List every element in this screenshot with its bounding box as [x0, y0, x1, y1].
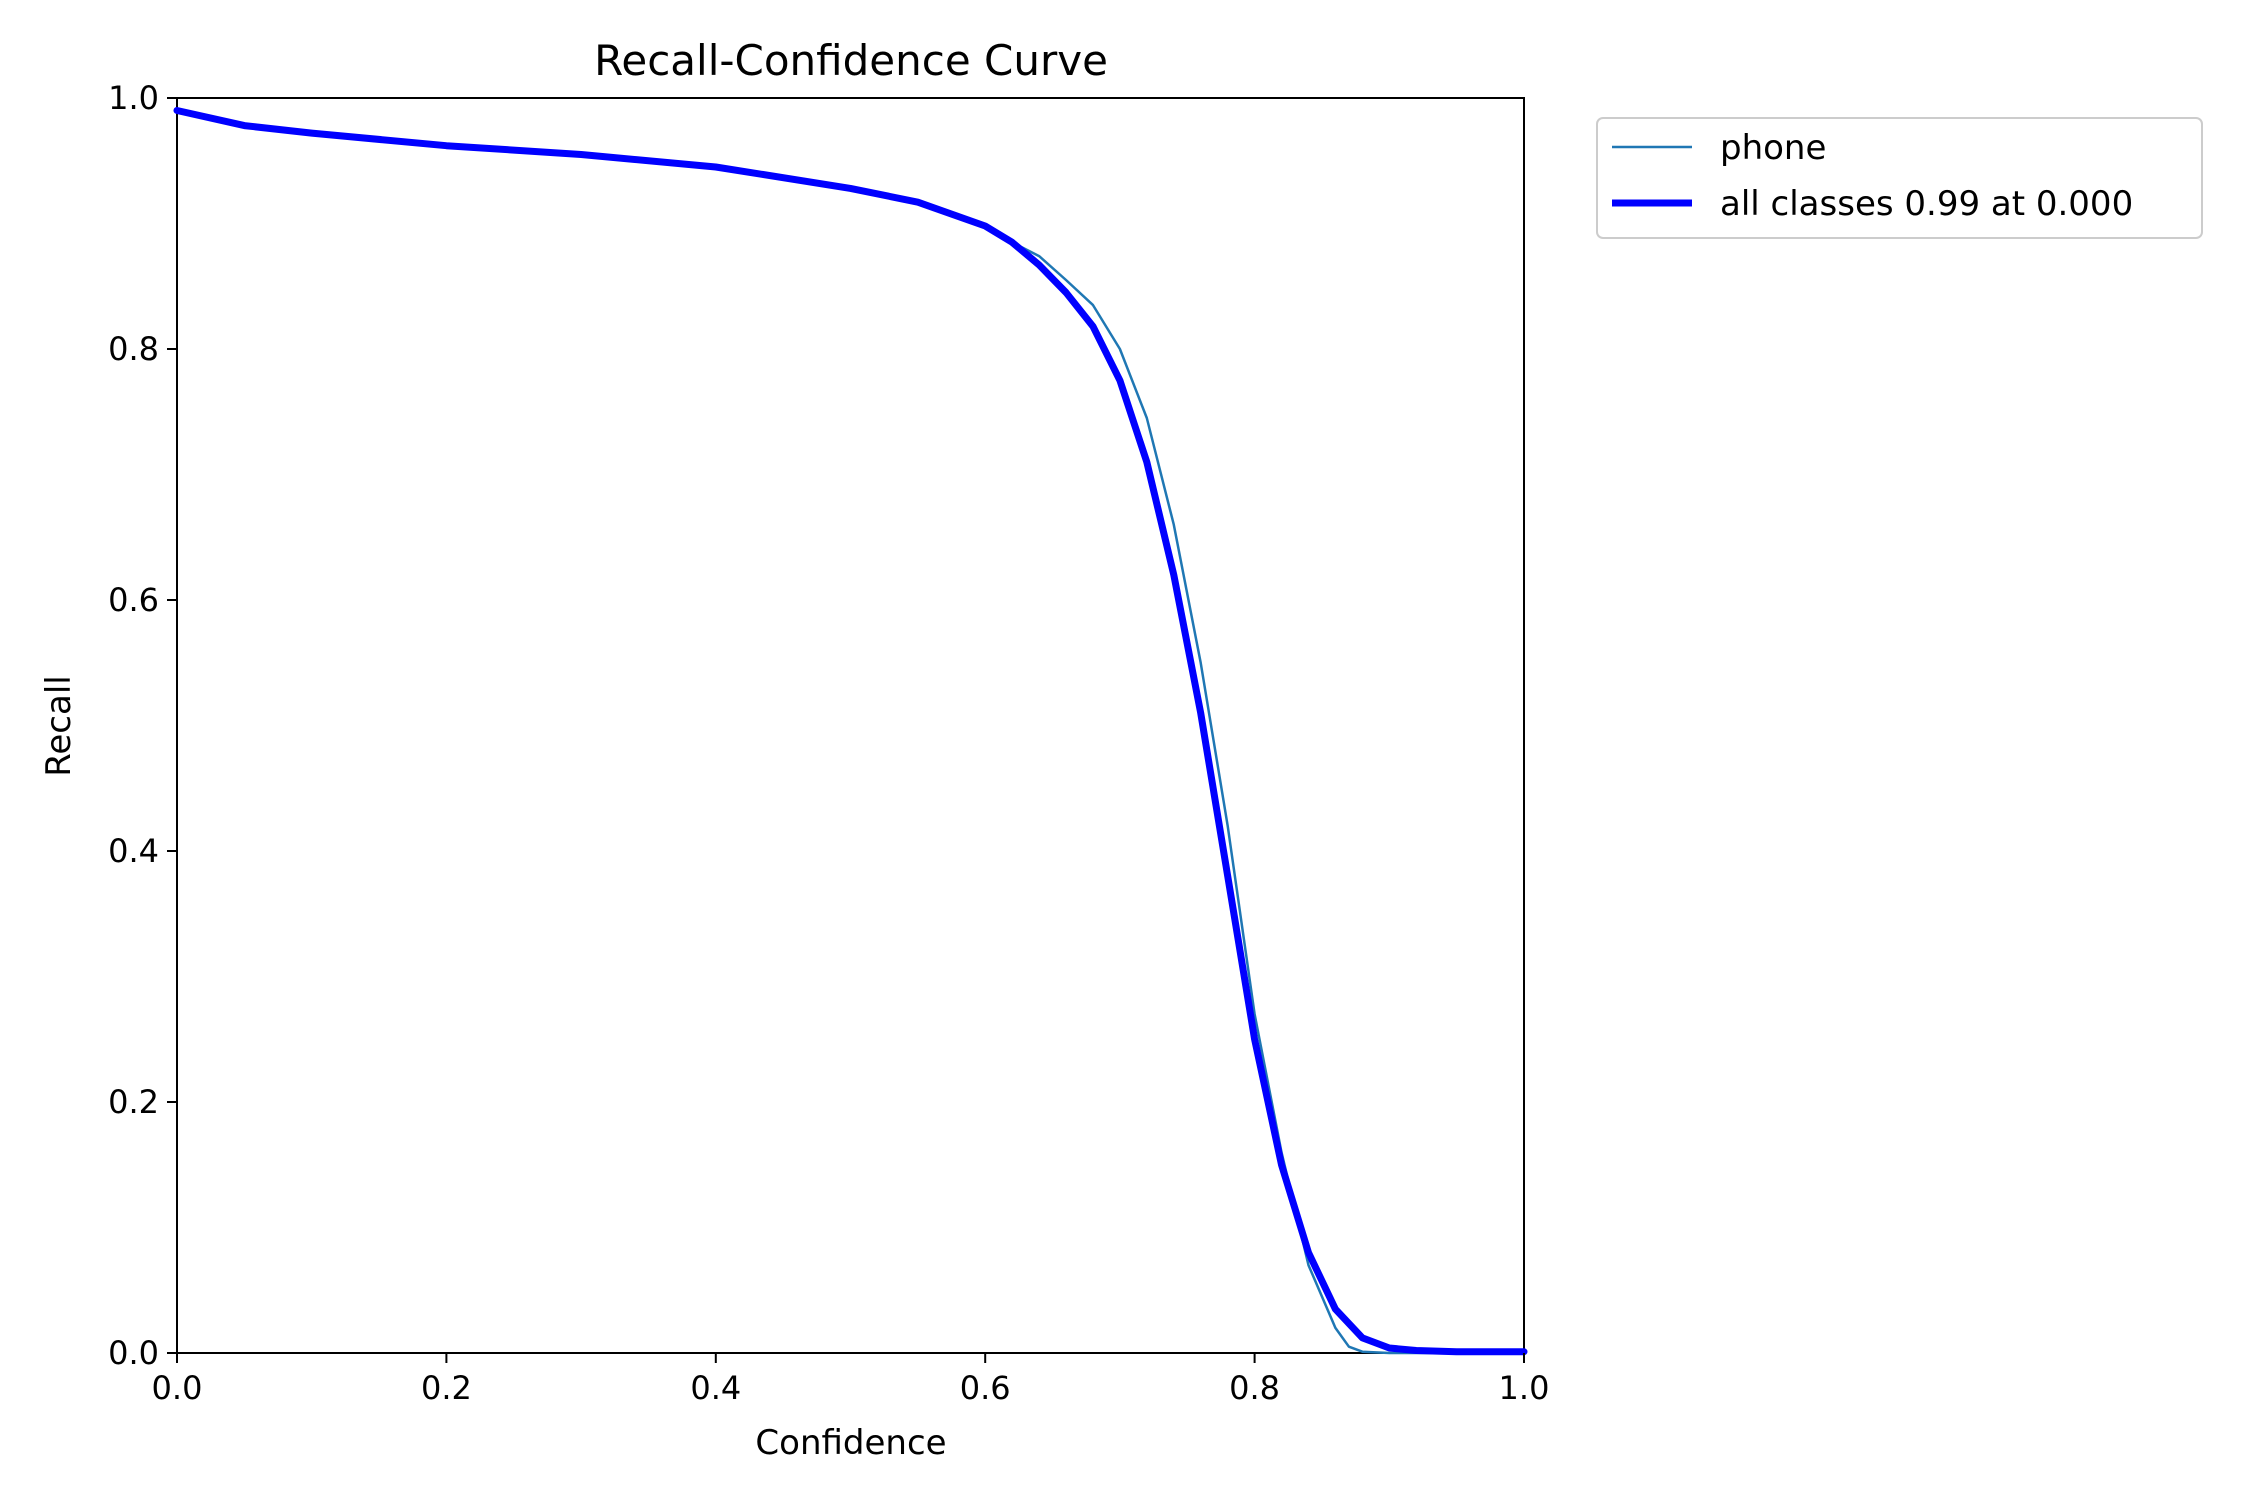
legend-box	[1596, 117, 2203, 239]
plot-area: 0.0 0.2 0.4 0.6 0.8 1.0 0.0 0.2 0.4 0.6 0.8 1.0	[108, 79, 1549, 1407]
x-axis-ticks: 0.0 0.2 0.4 0.6 0.8 1.0	[152, 1353, 1550, 1407]
legend-entry-label: phone	[1720, 128, 1826, 168]
legend: phone all classes 0.99 at 0.000	[1596, 117, 2203, 239]
series-line-phone	[175, 109, 1526, 1355]
plot-frame	[176, 97, 1525, 1354]
y-tick-label: 0.2	[108, 1083, 159, 1121]
y-tick-label: 0.6	[108, 581, 159, 619]
chart-title: Recall-Confidence Curve	[594, 36, 1108, 85]
x-tick-label: 0.2	[421, 1369, 472, 1407]
y-axis-label: Recall	[39, 675, 79, 776]
y-tick-label: 0.4	[108, 832, 159, 870]
y-tick-label: 1.0	[108, 79, 159, 117]
x-tick-label: 0.0	[152, 1369, 203, 1407]
x-axis-label: Confidence	[755, 1423, 946, 1463]
x-tick-label: 0.6	[960, 1369, 1011, 1407]
series-layer	[173, 107, 1528, 1356]
x-tick-label: 0.4	[690, 1369, 741, 1407]
x-tick-label: 1.0	[1499, 1369, 1550, 1407]
x-tick-label: 0.8	[1229, 1369, 1280, 1407]
series-line-all-classes	[173, 107, 1528, 1356]
legend-items: phone all classes 0.99 at 0.000	[1612, 128, 2133, 224]
y-tick-label: 0.0	[108, 1334, 159, 1372]
y-axis-ticks: 0.0 0.2 0.4 0.6 0.8 1.0	[108, 79, 177, 1372]
legend-entry-label: all classes 0.99 at 0.000	[1720, 184, 2133, 224]
y-tick-label: 0.8	[108, 330, 159, 368]
